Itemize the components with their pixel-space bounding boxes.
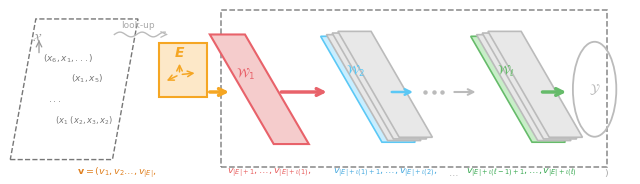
Text: $v_{|E|+1},\ldots, v_{|E|+\iota(1)},$: $v_{|E|+1},\ldots, v_{|E|+\iota(1)},$	[227, 167, 312, 180]
Text: $v_{|E|+\iota(1)+1},\ldots, v_{|E|+\iota(2)},$: $v_{|E|+\iota(1)+1},\ldots, v_{|E|+\iota…	[333, 167, 437, 180]
Polygon shape	[338, 31, 433, 137]
Text: $\mathcal{W}_2$: $\mathcal{W}_2$	[346, 63, 364, 79]
Polygon shape	[482, 33, 577, 139]
Polygon shape	[470, 36, 565, 142]
Text: $\mathcal{W}_1$: $\mathcal{W}_1$	[236, 67, 255, 82]
FancyBboxPatch shape	[159, 43, 207, 98]
Text: $...$: $...$	[49, 95, 61, 104]
Text: $\mathbf{v} = (v_1, v_2\ldots, v_{|E|},$: $\mathbf{v} = (v_1, v_2\ldots, v_{|E|},$	[77, 166, 157, 181]
Polygon shape	[488, 31, 582, 137]
Text: E: E	[175, 46, 184, 60]
Text: $(x_1\ (x_2, x_3, x_2)$: $(x_1\ (x_2, x_3, x_2)$	[54, 115, 113, 128]
Polygon shape	[326, 35, 421, 141]
Polygon shape	[332, 33, 427, 139]
Text: $\mathcal{Y}$: $\mathcal{Y}$	[589, 82, 600, 97]
Text: $\ldots$: $\ldots$	[448, 169, 458, 178]
Text: $v_{|E|+\iota(\ell-1)+1},\ldots, v_{|E|+\iota(\ell)}$: $v_{|E|+\iota(\ell-1)+1},\ldots, v_{|E|+…	[466, 167, 577, 180]
Text: $)$: $)$	[604, 167, 609, 179]
Text: $\mathcal{X}$: $\mathcal{X}$	[32, 32, 42, 43]
Polygon shape	[210, 34, 309, 144]
Text: $\mathcal{W}_\ell$: $\mathcal{W}_\ell$	[497, 63, 514, 79]
Text: look-up: look-up	[121, 21, 155, 30]
Polygon shape	[476, 35, 571, 141]
Text: $(x_1, x_5)$: $(x_1, x_5)$	[71, 73, 103, 85]
Text: $(x_6, x_1, ...)$: $(x_6, x_1, ...)$	[42, 53, 93, 65]
Polygon shape	[321, 36, 415, 142]
